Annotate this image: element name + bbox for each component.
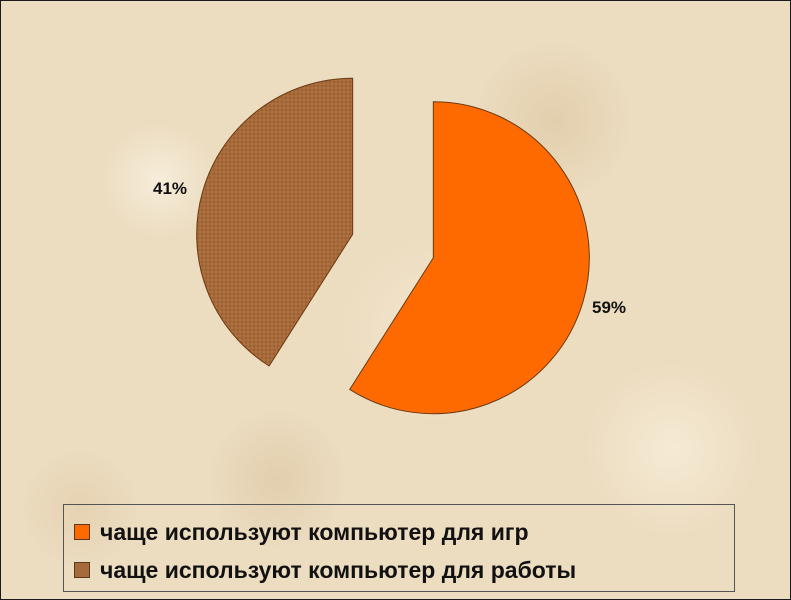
- pie-slice-games: [349, 101, 590, 415]
- legend-item-work: чаще используют компьютер для работы: [74, 551, 734, 589]
- legend-label-games: чаще используют компьютер для игр: [100, 518, 529, 545]
- legend-swatch-work: [74, 562, 90, 578]
- legend-label-work: чаще используют компьютер для работы: [100, 556, 577, 583]
- slice-label-work: 41%: [153, 179, 188, 198]
- legend-item-games: чаще используют компьютер для игр: [74, 513, 734, 551]
- slice-label-games: 59%: [592, 298, 627, 317]
- legend-swatch-games: [74, 524, 90, 540]
- pie-slice-work: [196, 77, 354, 367]
- legend: чаще используют компьютер для игр чаще и…: [63, 504, 735, 592]
